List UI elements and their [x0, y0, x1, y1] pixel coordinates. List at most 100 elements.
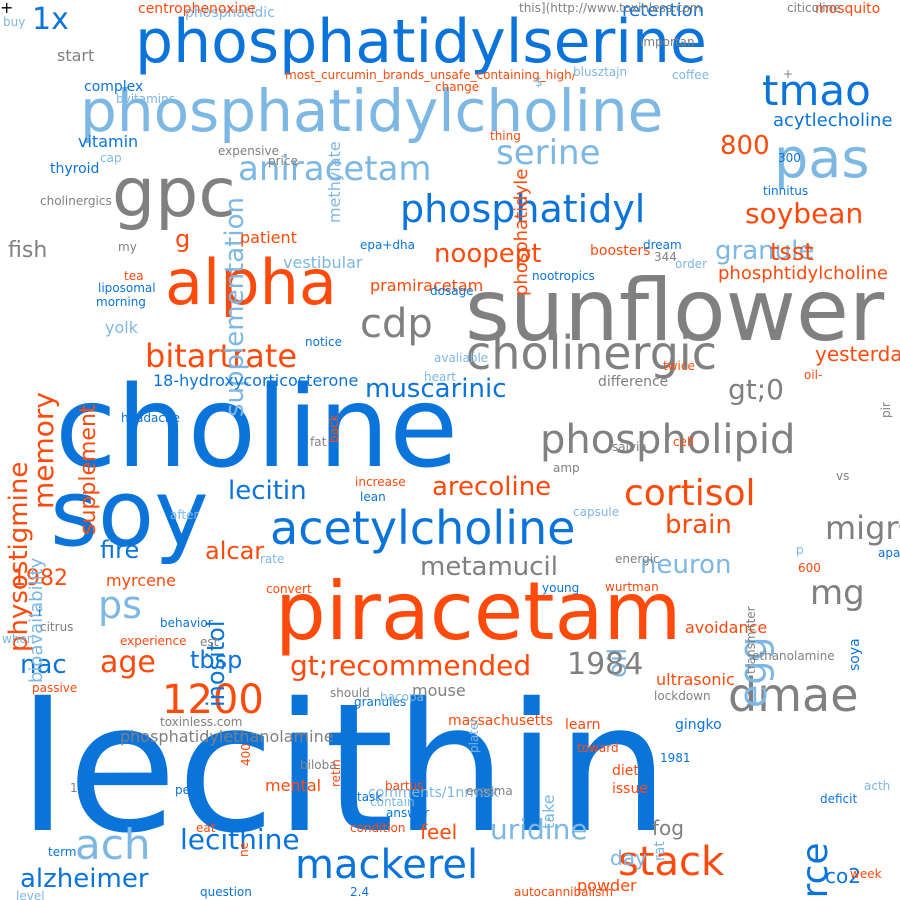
word: back: [327, 414, 341, 443]
word: cholinergics: [40, 194, 112, 208]
word: epa+dha: [360, 238, 415, 252]
word: 800: [720, 131, 770, 161]
word: bartus: [385, 779, 424, 793]
word: price: [268, 154, 298, 168]
word: should: [330, 686, 370, 700]
word: twice: [663, 359, 695, 373]
word: most_curcumin_brands_unsafe_containing_h…: [285, 68, 576, 82]
word: eat: [196, 821, 216, 835]
word: bacopa: [380, 690, 424, 704]
word: piracetam: [275, 565, 682, 658]
word: task: [357, 790, 383, 804]
word: gt;recommended: [290, 649, 532, 682]
word: sunflower: [465, 261, 885, 361]
word: 2.4: [350, 885, 370, 899]
word: condition: [350, 821, 406, 835]
word: week: [850, 867, 882, 881]
word: p: [796, 543, 804, 557]
word: cap: [100, 151, 122, 165]
word: cortisol: [624, 473, 756, 514]
word: stack: [618, 839, 725, 885]
word: energic: [615, 552, 660, 566]
word: memory: [27, 392, 60, 509]
word: capsule: [573, 505, 620, 519]
word: serine: [496, 133, 601, 173]
word: rate: [260, 552, 285, 566]
word: phosphtidylcholine: [718, 263, 888, 284]
word: patient: [240, 228, 297, 247]
word: mosquito: [815, 1, 881, 17]
word: term: [48, 845, 77, 859]
word: cell: [673, 435, 694, 449]
word: 1200: [162, 677, 264, 723]
word: 1x: [32, 2, 69, 37]
word: wurtman: [605, 580, 659, 594]
word: alcar: [205, 537, 265, 565]
word: lecithine: [180, 823, 300, 856]
word: muscarinic: [365, 374, 507, 404]
word: pir: [879, 402, 893, 418]
word: morning: [96, 295, 146, 309]
word: oil-: [804, 368, 823, 382]
word: buy: [3, 15, 26, 29]
word: eczema: [466, 784, 513, 798]
word: amp: [553, 461, 580, 475]
word: cdp: [360, 301, 433, 347]
word: when: [2, 632, 35, 646]
word: citrus: [40, 620, 74, 634]
word: transmitter: [744, 606, 758, 674]
word: my: [118, 240, 137, 254]
word: avoidance: [685, 618, 768, 637]
word: arecoline: [432, 472, 552, 502]
word: convert: [266, 582, 312, 596]
word: co2: [825, 864, 861, 888]
word: mg: [810, 573, 865, 613]
word: acth: [864, 779, 891, 793]
word: noopept: [434, 239, 542, 269]
word: order: [675, 257, 707, 271]
word: platel: [467, 719, 481, 753]
word: i: [38, 605, 42, 619]
word: choline: [55, 363, 459, 493]
word: dmae: [728, 668, 859, 722]
word: toward: [577, 741, 619, 755]
word: massachusetts: [448, 713, 554, 729]
word: nac: [20, 650, 67, 680]
word: 600: [798, 561, 821, 575]
word: powder: [577, 876, 637, 895]
word: +: [783, 67, 794, 81]
word: +: [0, 0, 14, 17]
word: age: [100, 645, 156, 680]
word: pramiracetam: [370, 276, 484, 295]
word: alpha: [165, 246, 337, 319]
word: take: [539, 794, 558, 829]
word: coffee: [672, 68, 709, 82]
word: mental: [265, 776, 322, 795]
word: 344: [654, 250, 677, 264]
word: centrophenoxine: [138, 1, 256, 17]
word: diet: [612, 763, 639, 779]
word: vitamin: [78, 132, 139, 151]
word: ach: [75, 820, 151, 869]
word: thing: [490, 129, 521, 143]
word: soybean: [745, 197, 864, 230]
word: aldosterone: [898, 515, 900, 533]
word: granule: [715, 236, 815, 266]
word: dosage: [430, 284, 474, 298]
word: tinnitus: [763, 184, 809, 198]
word: change: [435, 80, 480, 94]
word: lecitin: [228, 476, 307, 506]
word: issue: [612, 781, 648, 797]
word: 1984: [567, 647, 644, 682]
word: phospholipid: [540, 417, 796, 463]
word: brain: [665, 510, 732, 540]
word: yesterday: [815, 342, 900, 366]
word: question: [200, 885, 252, 899]
word: comments/1nrmsk: [368, 785, 499, 801]
word: rat: [652, 841, 668, 861]
word: after: [170, 508, 199, 522]
word: $: [535, 75, 543, 89]
word: neuron: [640, 550, 732, 580]
word: phosphatidyl: [400, 187, 646, 231]
word: fire: [100, 536, 140, 564]
